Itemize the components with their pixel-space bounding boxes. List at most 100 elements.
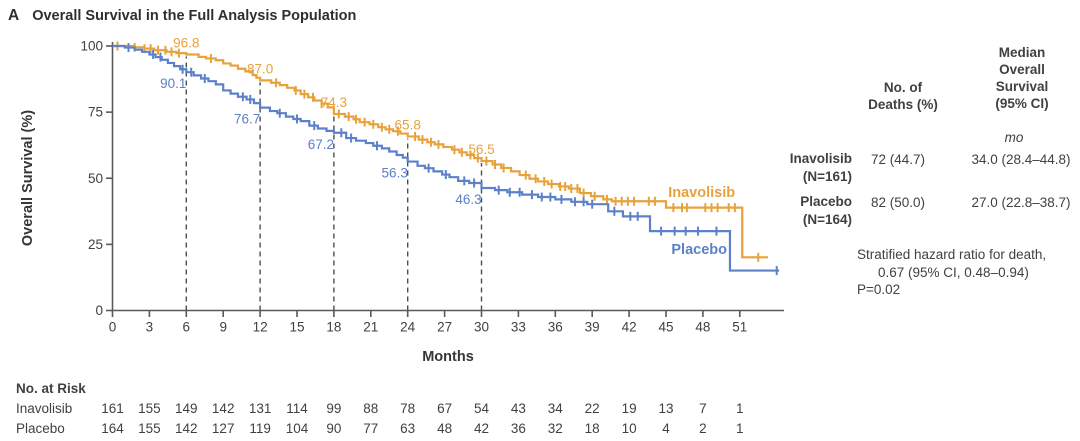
x-tick-label: 24 [400,320,416,335]
at-risk-heading: No. at Risk [16,381,86,396]
milestone-label-placebo: 76.7 [234,112,260,127]
y-tick-label: 100 [80,39,103,54]
at-risk-label-placebo: Placebo [16,421,65,436]
y-tick-label: 75 [88,105,103,120]
at-risk-count: 43 [510,401,526,416]
at-risk-count: 127 [211,421,235,436]
at-risk-count: 22 [584,401,600,416]
x-tick-label: 51 [732,320,747,335]
row1-name: Inavolisib [789,151,852,166]
x-tick-label: 18 [326,320,341,335]
hazard-ratio-note: Stratified hazard ratio for death, 0.67 … [857,246,1080,299]
at-risk-count: 54 [473,401,490,416]
panel-letter: A [8,7,20,24]
at-risk-count: 99 [326,401,342,416]
at-risk-count: 36 [510,421,526,436]
at-risk-count: 161 [101,401,124,416]
at-risk-count: 7 [699,401,707,416]
at-risk-count: 149 [175,401,198,416]
milestone-label-placebo: 56.3 [382,166,408,181]
median-header-line4: (95% CI) [995,96,1049,111]
at-risk-count: 2 [699,421,707,436]
figure-title: A Overall Survival in the Full Analysis P… [8,7,356,25]
deaths-header-line1: No. of [883,80,923,95]
at-risk-count: 114 [286,401,308,416]
row-label-inavolisib: Inavolisib (N=161) [758,150,852,185]
at-risk-count: 155 [138,421,161,436]
row-label-placebo: Placebo (N=164) [758,193,852,228]
x-tick-label: 9 [219,320,227,335]
x-tick-label: 42 [622,320,637,335]
x-tick-label: 36 [548,320,563,335]
x-tick-label: 30 [474,320,489,335]
milestone-label-inavolisib: 96.8 [173,35,199,50]
x-tick-label: 27 [437,320,452,335]
unit-label: mo [1004,130,1024,145]
p-value: P=0.02 [857,282,901,297]
at-risk-count: 164 [101,421,124,436]
at-risk-count: 48 [437,421,453,436]
placebo-median-value: 27.0 (22.8–38.7) [971,195,1071,210]
x-tick-label: 12 [253,320,268,335]
milestone-label-inavolisib: 87.0 [247,61,273,76]
x-tick-label: 33 [511,320,526,335]
median-header-line1: Median [998,45,1046,60]
deaths-header-line2: Deaths (%) [868,97,938,112]
x-tick-label: 15 [289,320,304,335]
milestone-label-inavolisib: 74.3 [321,95,347,110]
at-risk-label-inavolisib: Inavolisib [16,401,73,416]
curve-label-placebo: Placebo [671,242,727,258]
median-header-line3: Survival [995,79,1049,94]
median-column-header: Median Overall Survival (95% CI) [957,44,1080,112]
at-risk-count: 42 [473,421,490,436]
x-tick-label: 48 [695,320,710,335]
milestone-label-inavolisib: 65.8 [395,117,421,132]
x-axis-title: Months [422,349,474,365]
at-risk-count: 32 [547,421,563,436]
median-header-line2: Overall [999,62,1045,77]
at-risk-count: 1 [736,421,744,436]
row1-n: (N=161) [802,168,852,184]
survival-curve-inavolisib [112,44,769,259]
at-risk-count: 104 [285,421,309,436]
at-risk-count: 77 [363,421,379,436]
at-risk-count: 34 [547,401,563,416]
inavolisib-deaths-value: 72 (44.7) [870,152,926,167]
at-risk-count: 4 [662,421,670,436]
at-risk-count: 119 [249,421,271,436]
at-risk-count: 142 [211,401,235,416]
x-tick-label: 21 [363,320,378,335]
x-tick-label: 0 [109,320,117,335]
at-risk-count: 19 [621,401,637,416]
at-risk-count: 88 [363,401,379,416]
at-risk-count: 1 [736,401,744,416]
row2-n: (N=164) [802,211,852,227]
at-risk-count: 90 [326,421,342,436]
at-risk-count: 10 [621,421,637,436]
figure-title-text: Overall Survival in the Full Analysis Po… [32,8,357,24]
y-tick-label: 50 [88,171,103,186]
x-tick-label: 45 [658,320,673,335]
survival-curve-placebo [112,44,780,272]
at-risk-count: 142 [175,421,198,436]
at-risk-count: 78 [400,401,416,416]
milestone-label-placebo: 67.2 [308,137,334,152]
deaths-column-header: No. of Deaths (%) [843,79,963,113]
x-tick-label: 6 [183,320,191,335]
x-tick-label: 3 [146,320,154,335]
hazard-note-line1: Stratified hazard ratio for death, [857,247,1047,262]
at-risk-count: 18 [584,421,600,436]
at-risk-count: 131 [248,401,272,416]
at-risk-count: 13 [658,401,674,416]
curve-label-inavolisib: Inavolisib [668,185,735,201]
x-tick-label: 39 [585,320,600,335]
placebo-deaths-value: 82 (50.0) [870,195,926,210]
y-tick-label: 0 [95,303,103,318]
y-tick-label: 25 [88,237,103,252]
milestone-label-placebo: 46.3 [455,192,481,207]
hazard-note-line2: 0.67 (95% CI, 0.48–0.94) [878,264,1029,280]
at-risk-count: 63 [400,421,416,436]
inavolisib-median-value: 34.0 (28.4–44.8) [971,152,1071,167]
milestone-label-inavolisib: 56.5 [468,142,494,157]
